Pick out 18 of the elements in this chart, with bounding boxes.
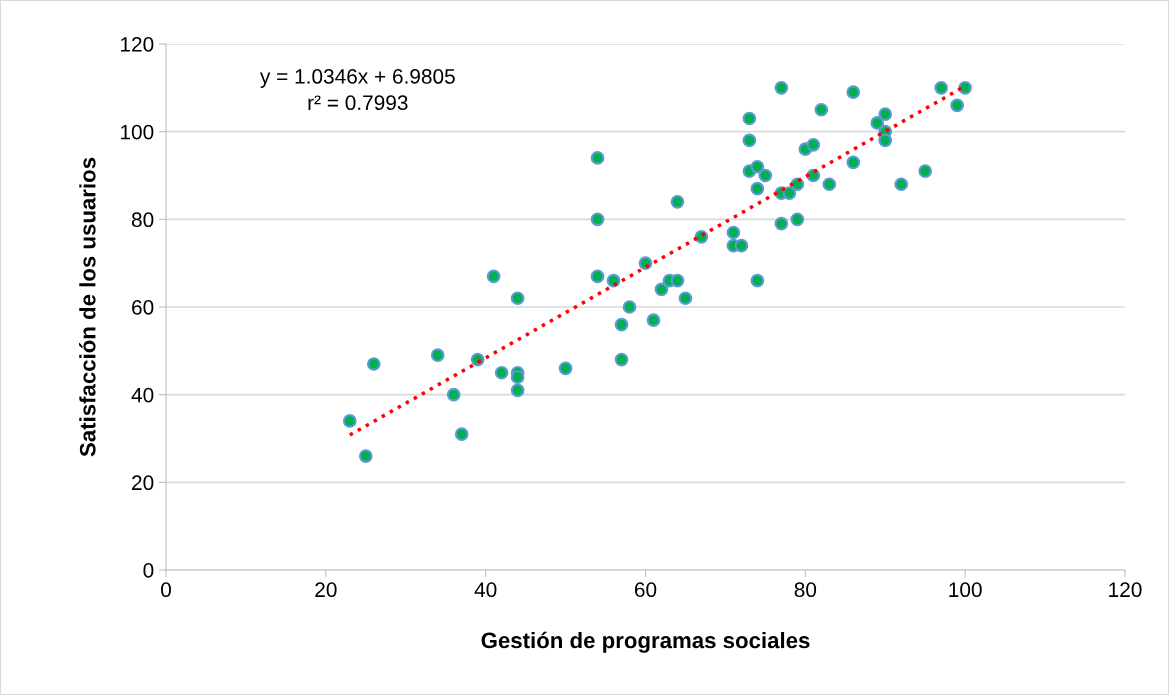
annotation: y = 1.0346x + 6.9805 (259, 69, 455, 88)
x-tick-label: 60 (634, 582, 657, 598)
x-tick-label: 100 (949, 582, 982, 598)
x-tick-label: 80 (794, 582, 817, 598)
x-axis-title: Gestión de programas sociales (481, 631, 810, 653)
annotation: r² = 0.7993 (308, 95, 408, 111)
y-tick-label: 20 (132, 475, 154, 491)
x-tick-label: 20 (315, 582, 337, 598)
y-tick-label: 40 (131, 387, 154, 403)
y-tick-label: 0 (143, 563, 154, 578)
x-tick-label: 40 (474, 582, 497, 598)
y-tick-label: 60 (132, 300, 154, 315)
x-tick-label: 0 (161, 582, 171, 598)
y-axis-title: Satisfacción de los usuarios (79, 157, 96, 457)
y-tick-label: 80 (131, 212, 154, 228)
y-tick-label: 100 (121, 124, 154, 140)
y-tick-label: 120 (121, 37, 154, 52)
x-tick-label: 120 (1109, 582, 1142, 598)
